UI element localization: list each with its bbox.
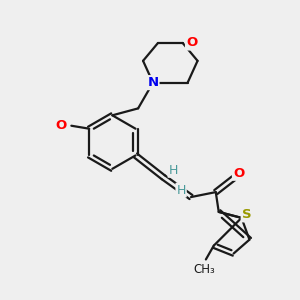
Text: S: S [242, 208, 251, 221]
Text: O: O [56, 119, 67, 132]
Text: H: H [169, 164, 178, 177]
Text: O: O [186, 37, 197, 50]
Text: O: O [233, 167, 244, 180]
Text: H: H [176, 184, 186, 196]
Text: CH₃: CH₃ [193, 263, 215, 276]
Text: N: N [147, 76, 158, 89]
